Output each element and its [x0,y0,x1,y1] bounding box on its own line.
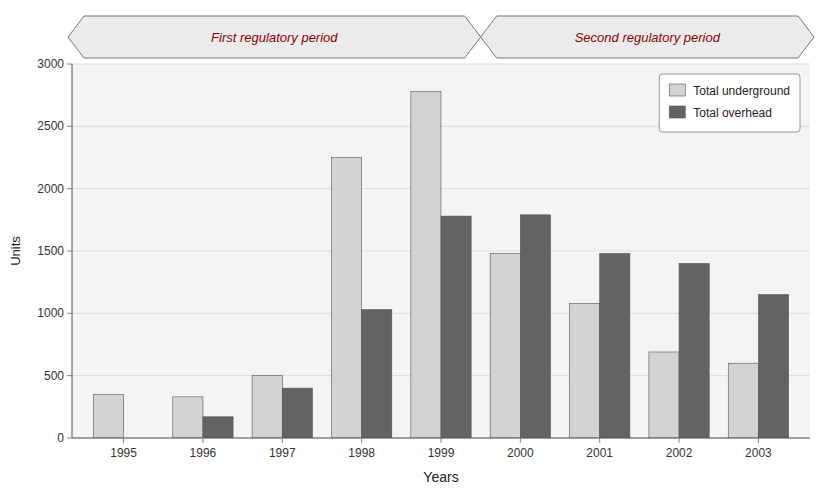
tick-label: 2003 [745,446,772,460]
period-arrow [481,16,814,58]
y-axis-line [72,64,73,438]
chart: 0 500 1000 1500 2000 2500 3000 1995 1996 1997 1998… [0,0,825,493]
annotation: First regulatory period [211,30,338,45]
tick-label: 500 [44,369,64,383]
tick-mark [758,438,759,443]
bar [411,91,441,438]
tick-mark [679,438,680,443]
legend-frame [659,74,800,132]
tick-mark [67,64,72,65]
tick-mark [67,375,72,376]
tick-mark [123,438,124,443]
period-arrow [68,16,481,58]
tick-mark [202,438,203,443]
tick-label: 1997 [269,446,296,460]
tick-label: 0 [57,431,64,445]
bar [93,394,123,438]
tick-label: 1995 [110,446,137,460]
legend: Total underground Total overhead [659,74,800,132]
tick-label: 2500 [37,119,64,133]
legend-entry: Total underground [693,84,790,98]
bar [600,253,630,438]
tick-label: 1500 [37,244,64,258]
tick-mark [520,438,521,443]
tick-label: 3000 [37,57,64,71]
legend-entry: Total overhead [693,106,772,120]
tick-label: 2000 [507,446,534,460]
tick-mark [67,251,72,252]
tick-label: 1998 [348,446,375,460]
bar [441,216,471,438]
x-axis-label: Years [423,469,458,485]
tick-mark [67,126,72,127]
annotation: Second regulatory period [575,30,721,45]
bar [252,376,282,438]
legend-swatch [669,84,685,96]
bar [649,352,679,438]
tick-mark [67,188,72,189]
tick-label: 2000 [37,182,64,196]
x-axis: 1995 1996 1997 1998 1999 2000 2001 2002 2003 [110,438,772,460]
plot-background [72,64,810,438]
bar [679,263,709,438]
tick-label: 1996 [190,446,217,460]
bars [93,91,788,438]
tick-mark [361,438,362,443]
tick-mark [282,438,283,443]
tick-label: 2001 [586,446,613,460]
tick-label: 1000 [37,306,64,320]
grid-line [72,64,810,65]
bar [490,253,520,438]
bar [362,310,392,438]
bar [331,158,361,439]
tick-mark [441,438,442,443]
tick-mark [67,438,72,439]
bar [758,295,788,438]
tick-label: 1999 [428,446,455,460]
tick-label: 2002 [666,446,693,460]
bar [173,397,203,438]
chart-container: 0 500 1000 1500 2000 2500 3000 1995 1996 1997 1998… [0,0,825,493]
bar [282,388,312,438]
legend-swatch [669,106,685,118]
bar [570,303,600,438]
tick-mark [599,438,600,443]
tick-mark [67,313,72,314]
bar [520,215,550,438]
bar [203,417,233,438]
bar [728,363,758,438]
y-axis-label: Units [8,236,23,266]
y-axis: 0 500 1000 1500 2000 2500 3000 [37,57,810,445]
